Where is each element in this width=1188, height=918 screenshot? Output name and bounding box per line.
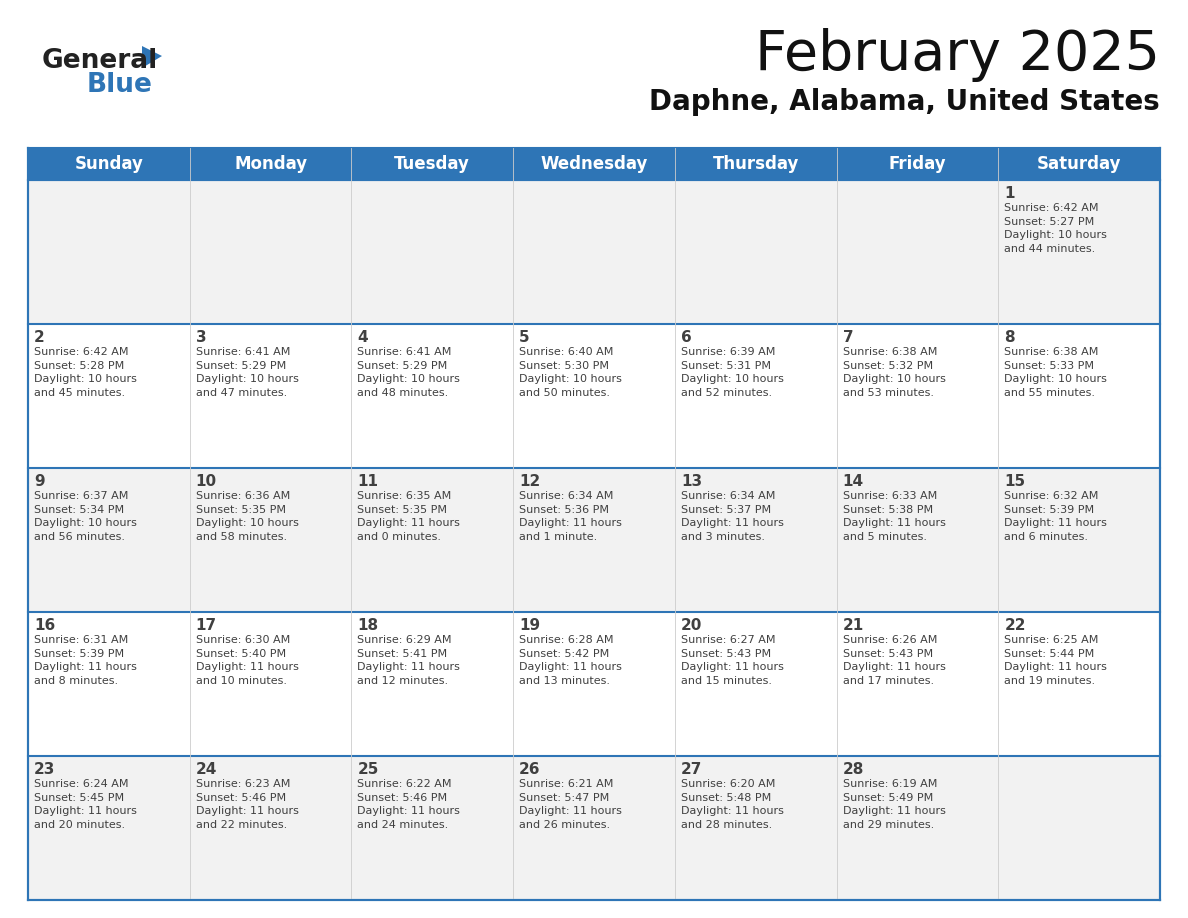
Text: Sunday: Sunday	[75, 155, 144, 173]
Text: 10: 10	[196, 474, 217, 489]
Text: 5: 5	[519, 330, 530, 345]
Text: Sunrise: 6:38 AM
Sunset: 5:32 PM
Daylight: 10 hours
and 53 minutes.: Sunrise: 6:38 AM Sunset: 5:32 PM Dayligh…	[842, 347, 946, 397]
Text: Sunrise: 6:26 AM
Sunset: 5:43 PM
Daylight: 11 hours
and 17 minutes.: Sunrise: 6:26 AM Sunset: 5:43 PM Dayligh…	[842, 635, 946, 686]
Text: 20: 20	[681, 618, 702, 633]
Text: 9: 9	[34, 474, 45, 489]
Text: 12: 12	[519, 474, 541, 489]
Text: Sunrise: 6:39 AM
Sunset: 5:31 PM
Daylight: 10 hours
and 52 minutes.: Sunrise: 6:39 AM Sunset: 5:31 PM Dayligh…	[681, 347, 784, 397]
Text: 23: 23	[34, 762, 56, 777]
Text: 26: 26	[519, 762, 541, 777]
Text: 2: 2	[34, 330, 45, 345]
Text: Sunrise: 6:40 AM
Sunset: 5:30 PM
Daylight: 10 hours
and 50 minutes.: Sunrise: 6:40 AM Sunset: 5:30 PM Dayligh…	[519, 347, 623, 397]
Bar	[29, 148, 1159, 180]
Polygon shape	[143, 46, 162, 68]
Text: 8: 8	[1004, 330, 1015, 345]
Text: Sunrise: 6:20 AM
Sunset: 5:48 PM
Daylight: 11 hours
and 28 minutes.: Sunrise: 6:20 AM Sunset: 5:48 PM Dayligh…	[681, 779, 784, 830]
Text: Sunrise: 6:29 AM
Sunset: 5:41 PM
Daylight: 11 hours
and 12 minutes.: Sunrise: 6:29 AM Sunset: 5:41 PM Dayligh…	[358, 635, 460, 686]
Text: Sunrise: 6:42 AM
Sunset: 5:28 PM
Daylight: 10 hours
and 45 minutes.: Sunrise: 6:42 AM Sunset: 5:28 PM Dayligh…	[34, 347, 137, 397]
Text: 1: 1	[1004, 186, 1015, 201]
Text: Sunrise: 6:42 AM
Sunset: 5:27 PM
Daylight: 10 hours
and 44 minutes.: Sunrise: 6:42 AM Sunset: 5:27 PM Dayligh…	[1004, 203, 1107, 253]
Text: 11: 11	[358, 474, 379, 489]
Text: Sunrise: 6:36 AM
Sunset: 5:35 PM
Daylight: 10 hours
and 58 minutes.: Sunrise: 6:36 AM Sunset: 5:35 PM Dayligh…	[196, 491, 298, 542]
Text: Sunrise: 6:28 AM
Sunset: 5:42 PM
Daylight: 11 hours
and 13 minutes.: Sunrise: 6:28 AM Sunset: 5:42 PM Dayligh…	[519, 635, 623, 686]
Text: February 2025: February 2025	[756, 28, 1159, 82]
Text: Sunrise: 6:30 AM
Sunset: 5:40 PM
Daylight: 11 hours
and 10 minutes.: Sunrise: 6:30 AM Sunset: 5:40 PM Dayligh…	[196, 635, 298, 686]
Text: 16: 16	[34, 618, 56, 633]
Text: Sunrise: 6:24 AM
Sunset: 5:45 PM
Daylight: 11 hours
and 20 minutes.: Sunrise: 6:24 AM Sunset: 5:45 PM Dayligh…	[34, 779, 137, 830]
Text: 24: 24	[196, 762, 217, 777]
Text: 6: 6	[681, 330, 691, 345]
Text: Sunrise: 6:23 AM
Sunset: 5:46 PM
Daylight: 11 hours
and 22 minutes.: Sunrise: 6:23 AM Sunset: 5:46 PM Dayligh…	[196, 779, 298, 830]
Text: Saturday: Saturday	[1037, 155, 1121, 173]
Text: Sunrise: 6:41 AM
Sunset: 5:29 PM
Daylight: 10 hours
and 48 minutes.: Sunrise: 6:41 AM Sunset: 5:29 PM Dayligh…	[358, 347, 460, 397]
Text: 22: 22	[1004, 618, 1025, 633]
Text: Sunrise: 6:37 AM
Sunset: 5:34 PM
Daylight: 10 hours
and 56 minutes.: Sunrise: 6:37 AM Sunset: 5:34 PM Dayligh…	[34, 491, 137, 542]
Bar	[29, 324, 1159, 468]
Text: Sunrise: 6:35 AM
Sunset: 5:35 PM
Daylight: 11 hours
and 0 minutes.: Sunrise: 6:35 AM Sunset: 5:35 PM Dayligh…	[358, 491, 460, 542]
Text: 18: 18	[358, 618, 379, 633]
Text: 3: 3	[196, 330, 207, 345]
Text: 27: 27	[681, 762, 702, 777]
Text: Monday: Monday	[234, 155, 308, 173]
Bar	[29, 756, 1159, 900]
Text: Sunrise: 6:32 AM
Sunset: 5:39 PM
Daylight: 11 hours
and 6 minutes.: Sunrise: 6:32 AM Sunset: 5:39 PM Dayligh…	[1004, 491, 1107, 542]
Text: Tuesday: Tuesday	[394, 155, 470, 173]
Text: 13: 13	[681, 474, 702, 489]
Bar	[29, 180, 1159, 324]
Text: 7: 7	[842, 330, 853, 345]
Text: 25: 25	[358, 762, 379, 777]
Text: 14: 14	[842, 474, 864, 489]
Text: 4: 4	[358, 330, 368, 345]
Text: Sunrise: 6:25 AM
Sunset: 5:44 PM
Daylight: 11 hours
and 19 minutes.: Sunrise: 6:25 AM Sunset: 5:44 PM Dayligh…	[1004, 635, 1107, 686]
Text: Sunrise: 6:21 AM
Sunset: 5:47 PM
Daylight: 11 hours
and 26 minutes.: Sunrise: 6:21 AM Sunset: 5:47 PM Dayligh…	[519, 779, 623, 830]
Text: 28: 28	[842, 762, 864, 777]
Text: Sunrise: 6:41 AM
Sunset: 5:29 PM
Daylight: 10 hours
and 47 minutes.: Sunrise: 6:41 AM Sunset: 5:29 PM Dayligh…	[196, 347, 298, 397]
Text: Thursday: Thursday	[713, 155, 798, 173]
Text: Sunrise: 6:19 AM
Sunset: 5:49 PM
Daylight: 11 hours
and 29 minutes.: Sunrise: 6:19 AM Sunset: 5:49 PM Dayligh…	[842, 779, 946, 830]
Text: 19: 19	[519, 618, 541, 633]
Text: Sunrise: 6:38 AM
Sunset: 5:33 PM
Daylight: 10 hours
and 55 minutes.: Sunrise: 6:38 AM Sunset: 5:33 PM Dayligh…	[1004, 347, 1107, 397]
Text: Blue: Blue	[87, 72, 153, 98]
Text: Daphne, Alabama, United States: Daphne, Alabama, United States	[650, 88, 1159, 116]
Text: General: General	[42, 48, 158, 74]
Text: Sunrise: 6:34 AM
Sunset: 5:37 PM
Daylight: 11 hours
and 3 minutes.: Sunrise: 6:34 AM Sunset: 5:37 PM Dayligh…	[681, 491, 784, 542]
Text: 15: 15	[1004, 474, 1025, 489]
Text: Sunrise: 6:22 AM
Sunset: 5:46 PM
Daylight: 11 hours
and 24 minutes.: Sunrise: 6:22 AM Sunset: 5:46 PM Dayligh…	[358, 779, 460, 830]
Text: 17: 17	[196, 618, 217, 633]
Text: Sunrise: 6:27 AM
Sunset: 5:43 PM
Daylight: 11 hours
and 15 minutes.: Sunrise: 6:27 AM Sunset: 5:43 PM Dayligh…	[681, 635, 784, 686]
Text: Sunrise: 6:33 AM
Sunset: 5:38 PM
Daylight: 11 hours
and 5 minutes.: Sunrise: 6:33 AM Sunset: 5:38 PM Dayligh…	[842, 491, 946, 542]
Bar	[29, 612, 1159, 756]
Text: Wednesday: Wednesday	[541, 155, 647, 173]
Text: Sunrise: 6:34 AM
Sunset: 5:36 PM
Daylight: 11 hours
and 1 minute.: Sunrise: 6:34 AM Sunset: 5:36 PM Dayligh…	[519, 491, 623, 542]
Text: 21: 21	[842, 618, 864, 633]
Bar	[29, 468, 1159, 612]
Text: Friday: Friday	[889, 155, 946, 173]
Text: Sunrise: 6:31 AM
Sunset: 5:39 PM
Daylight: 11 hours
and 8 minutes.: Sunrise: 6:31 AM Sunset: 5:39 PM Dayligh…	[34, 635, 137, 686]
